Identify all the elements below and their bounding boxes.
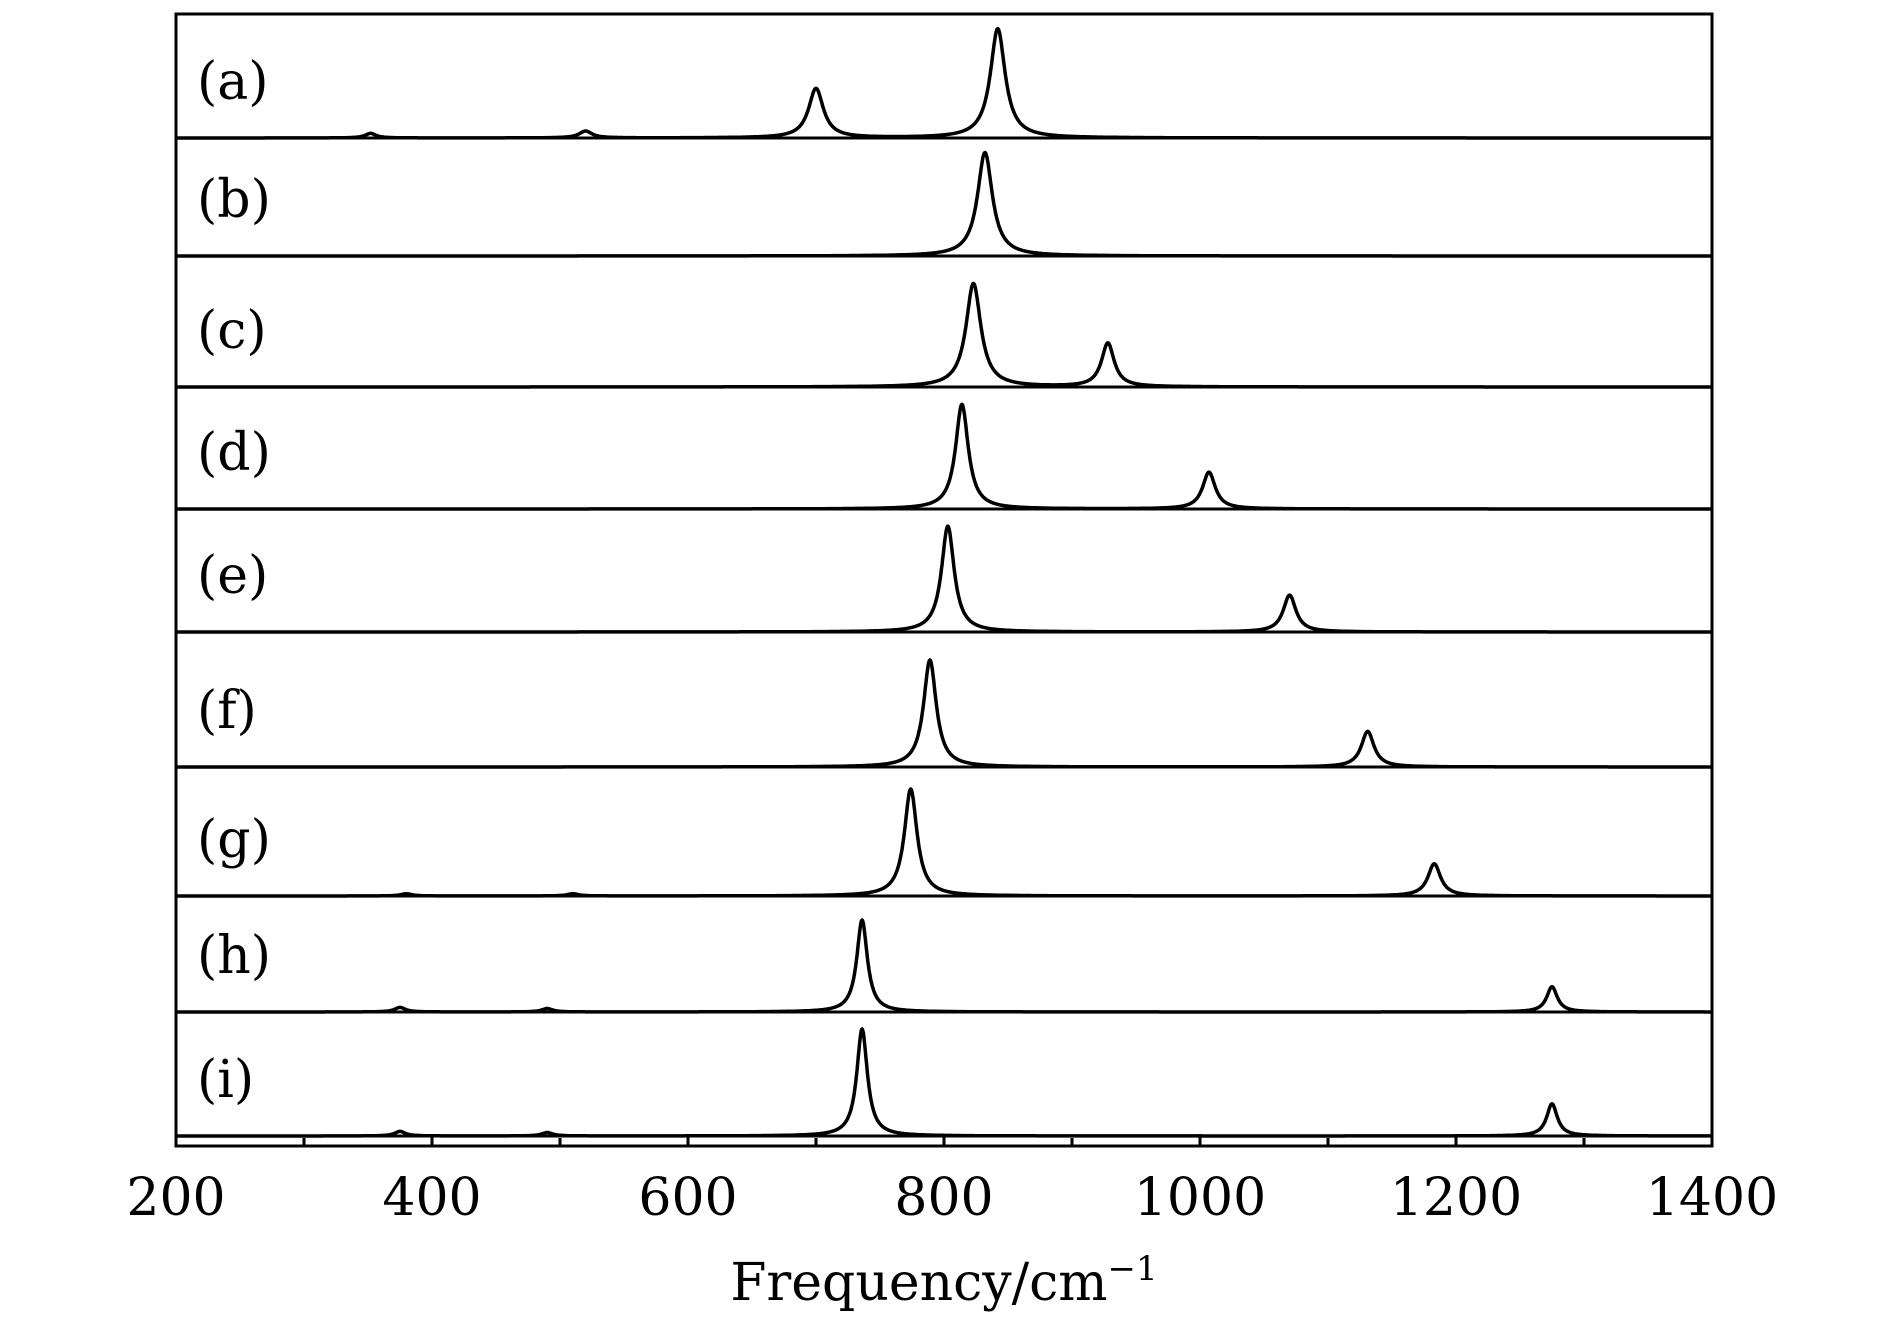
x-tick-label: 600 xyxy=(638,1168,737,1228)
plot-frame xyxy=(174,12,1714,1148)
spectrum-trace-c xyxy=(174,281,1714,389)
spectrum-trace-i xyxy=(174,1027,1714,1138)
panel-labels: (a) (b) (c) (d) (e) (f) (g) (h) (i) xyxy=(197,52,271,1110)
spectrum-trace-h xyxy=(174,918,1714,1014)
panel-label-d: (d) xyxy=(197,423,271,483)
spectrum-trace-g xyxy=(174,787,1714,898)
spectrum-trace-b xyxy=(174,150,1714,258)
x-tick-label: 1400 xyxy=(1646,1168,1778,1228)
panel-label-b: (b) xyxy=(197,170,271,230)
x-axis-title-superscript: −1 xyxy=(1108,1249,1158,1289)
x-axis-title-text: Frequency/cm xyxy=(730,1253,1107,1313)
panel-label-c: (c) xyxy=(197,301,267,361)
panel-label-e: (e) xyxy=(197,546,268,606)
spectrum-trace-f xyxy=(174,658,1714,769)
x-tick-label: 800 xyxy=(894,1168,993,1228)
spectra-traces xyxy=(174,26,1714,1138)
panel-label-g: (g) xyxy=(197,810,271,870)
x-tick-label: 1000 xyxy=(1134,1168,1266,1228)
x-tick-label: 1200 xyxy=(1390,1168,1522,1228)
x-axis-ticks xyxy=(174,1134,1714,1146)
x-tick-label: 400 xyxy=(382,1168,481,1228)
spectrum-trace-a xyxy=(174,26,1714,140)
panel-label-f: (f) xyxy=(197,681,257,741)
panel-label-i: (i) xyxy=(197,1050,254,1110)
spectrum-trace-e xyxy=(174,524,1714,634)
x-tick-labels: 200 400 600 800 1000 1200 1400 xyxy=(126,1168,1778,1228)
panel-label-h: (h) xyxy=(197,926,271,986)
x-axis-title: Frequency/cm−1 xyxy=(730,1249,1157,1313)
x-tick-label: 200 xyxy=(126,1168,225,1228)
panel-label-a: (a) xyxy=(197,52,269,112)
spectrum-trace-d xyxy=(174,402,1714,511)
